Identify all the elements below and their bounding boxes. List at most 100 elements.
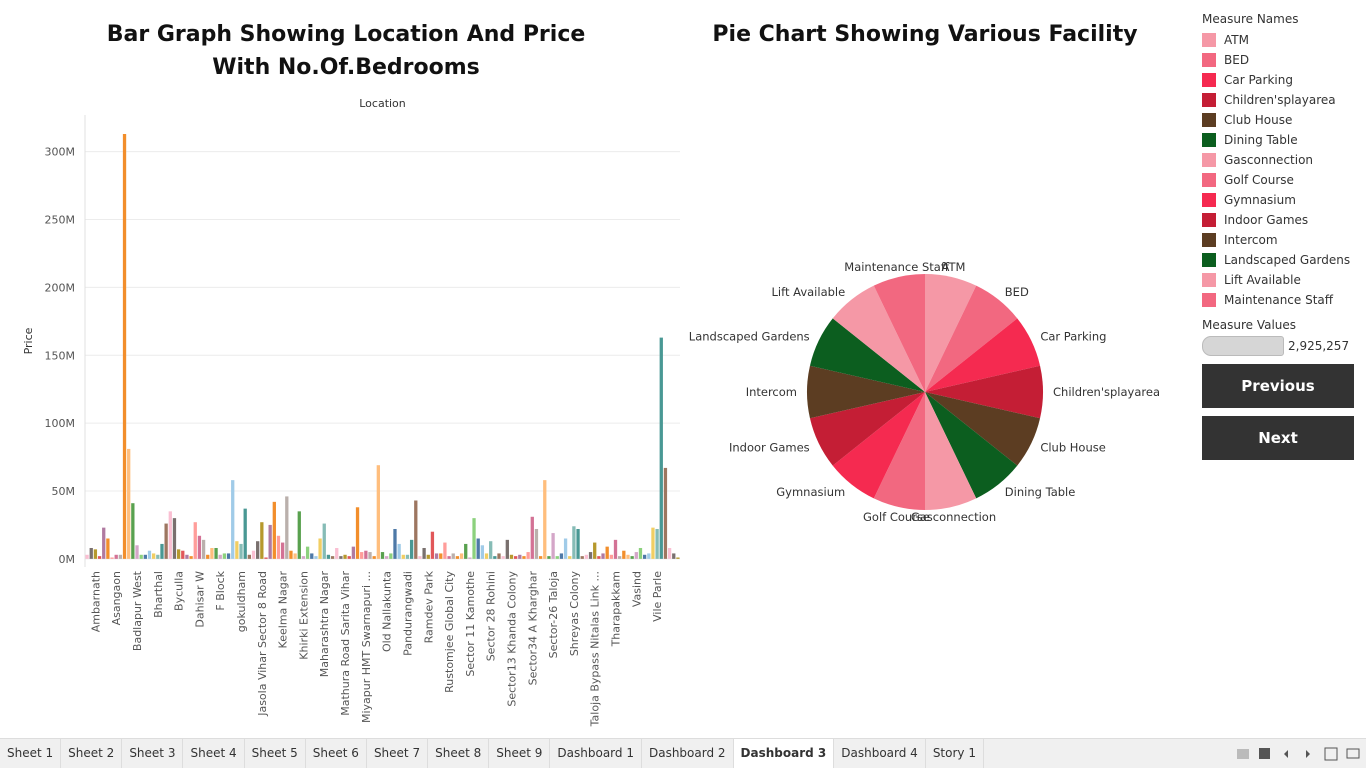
bar bbox=[93, 549, 98, 559]
legend-label: Club House bbox=[1224, 113, 1293, 127]
bar bbox=[518, 554, 522, 559]
tab[interactable]: Sheet 2 bbox=[61, 739, 123, 768]
x-tick-label: Sector13 Khanda Colony bbox=[505, 571, 518, 707]
bar-title: Bar Graph Showing Location And Price Wit… bbox=[106, 22, 586, 80]
legend-item: Lift Available bbox=[1202, 270, 1362, 290]
legend-label: Indoor Games bbox=[1224, 213, 1309, 227]
tab[interactable]: Dashboard 2 bbox=[642, 739, 734, 768]
x-tick-label: Taloja Bypass Nitalas Link ... bbox=[589, 571, 602, 727]
bar bbox=[97, 556, 102, 559]
tab[interactable]: Sheet 1 bbox=[0, 739, 62, 768]
legend-label: ATM bbox=[1224, 33, 1249, 47]
bar bbox=[143, 554, 147, 559]
tab[interactable]: Sheet 9 bbox=[489, 739, 551, 768]
bar bbox=[588, 552, 593, 559]
legend-item: Golf Course bbox=[1202, 170, 1362, 190]
tab[interactable]: Dashboard 4 bbox=[834, 739, 926, 768]
bar bbox=[164, 523, 168, 559]
x-tick-label: Keelma Nagar bbox=[277, 571, 290, 649]
y-tick-label: 200M bbox=[45, 281, 76, 294]
bar bbox=[214, 547, 218, 559]
bar bbox=[343, 554, 347, 559]
bar bbox=[638, 547, 643, 559]
y-axis-label: Price bbox=[22, 327, 35, 354]
bar bbox=[580, 556, 584, 559]
icon[interactable] bbox=[1324, 747, 1338, 761]
bar bbox=[676, 557, 680, 559]
x-header: Location bbox=[359, 97, 406, 110]
bar bbox=[280, 542, 285, 559]
y-tick-label: 250M bbox=[45, 214, 76, 227]
icon[interactable] bbox=[1259, 748, 1270, 759]
bar bbox=[497, 553, 501, 559]
bar bbox=[106, 538, 110, 559]
x-tick-label: Miyapur HMT Swarnapuri ... bbox=[360, 571, 373, 723]
pie-title: Pie Chart Showing Various Facility bbox=[712, 22, 1138, 47]
icon[interactable] bbox=[1237, 749, 1249, 759]
bar bbox=[543, 480, 547, 559]
tab[interactable]: Sheet 8 bbox=[428, 739, 490, 768]
legend-label: Children'splayarea bbox=[1224, 93, 1336, 107]
x-tick-label: F Block bbox=[214, 570, 227, 610]
icon[interactable] bbox=[1284, 750, 1288, 758]
x-tick-label: Sector34 A Kharghar bbox=[526, 571, 539, 686]
bar bbox=[489, 541, 493, 559]
pie-slice bbox=[832, 392, 925, 499]
previous-button[interactable]: Previous bbox=[1202, 364, 1354, 408]
bar bbox=[538, 556, 543, 559]
bar bbox=[559, 553, 564, 559]
next-button[interactable]: Next bbox=[1202, 416, 1354, 460]
bar bbox=[264, 557, 268, 559]
legend-label: Landscaped Gardens bbox=[1224, 253, 1351, 267]
bar bbox=[276, 535, 281, 559]
bar bbox=[513, 556, 518, 559]
bar bbox=[210, 547, 214, 559]
icon[interactable] bbox=[1306, 750, 1310, 758]
bar bbox=[672, 553, 676, 559]
legend-items: ATM BED Car Parking Children'splayarea Club … bbox=[1202, 30, 1362, 310]
bar bbox=[584, 554, 589, 559]
nav-icons bbox=[1237, 747, 1360, 761]
bar bbox=[509, 554, 514, 559]
pie-slice bbox=[873, 274, 925, 392]
tab[interactable]: Dashboard 1 bbox=[550, 739, 642, 768]
bar bbox=[360, 552, 364, 559]
x-tick-label: Vasind bbox=[630, 571, 643, 607]
tab[interactable]: Sheet 7 bbox=[367, 739, 429, 768]
tab[interactable]: Sheet 6 bbox=[306, 739, 367, 768]
bar bbox=[472, 518, 476, 559]
tab[interactable]: Sheet 4 bbox=[183, 739, 245, 768]
bar bbox=[385, 556, 389, 559]
icon[interactable] bbox=[1346, 748, 1360, 759]
tab[interactable]: Story 1 bbox=[926, 739, 984, 768]
bar bbox=[231, 480, 235, 559]
tab[interactable]: Sheet 3 bbox=[122, 739, 184, 768]
bar bbox=[414, 500, 418, 559]
x-tick-label: Old Nallakunta bbox=[381, 571, 394, 652]
bar bbox=[401, 554, 405, 559]
x-tick-label: Tharapakkam bbox=[610, 571, 623, 647]
legend-item: Landscaped Gardens bbox=[1202, 250, 1362, 270]
bar bbox=[480, 545, 485, 559]
charts: Location Price 0M 50M 100M 150M 200M 250M 300M Am… bbox=[22, 97, 1160, 727]
tab[interactable]: Sheet 5 bbox=[245, 739, 306, 768]
bar bbox=[393, 528, 397, 559]
bar bbox=[235, 541, 239, 559]
bar bbox=[193, 522, 197, 559]
legend-swatch bbox=[1202, 53, 1216, 67]
bar bbox=[185, 554, 189, 559]
bar bbox=[114, 554, 118, 559]
bar bbox=[459, 553, 464, 559]
pie-label: BED bbox=[1005, 285, 1029, 299]
bar bbox=[172, 518, 177, 559]
tab[interactable]: Dashboard 3 bbox=[733, 739, 835, 768]
bar bbox=[434, 553, 439, 559]
bar bbox=[131, 503, 135, 559]
bar bbox=[647, 553, 651, 559]
legend-swatch bbox=[1202, 33, 1216, 47]
bar bbox=[297, 511, 301, 559]
bar bbox=[251, 550, 256, 559]
bar bbox=[181, 550, 185, 559]
legend-swatch bbox=[1202, 73, 1216, 87]
